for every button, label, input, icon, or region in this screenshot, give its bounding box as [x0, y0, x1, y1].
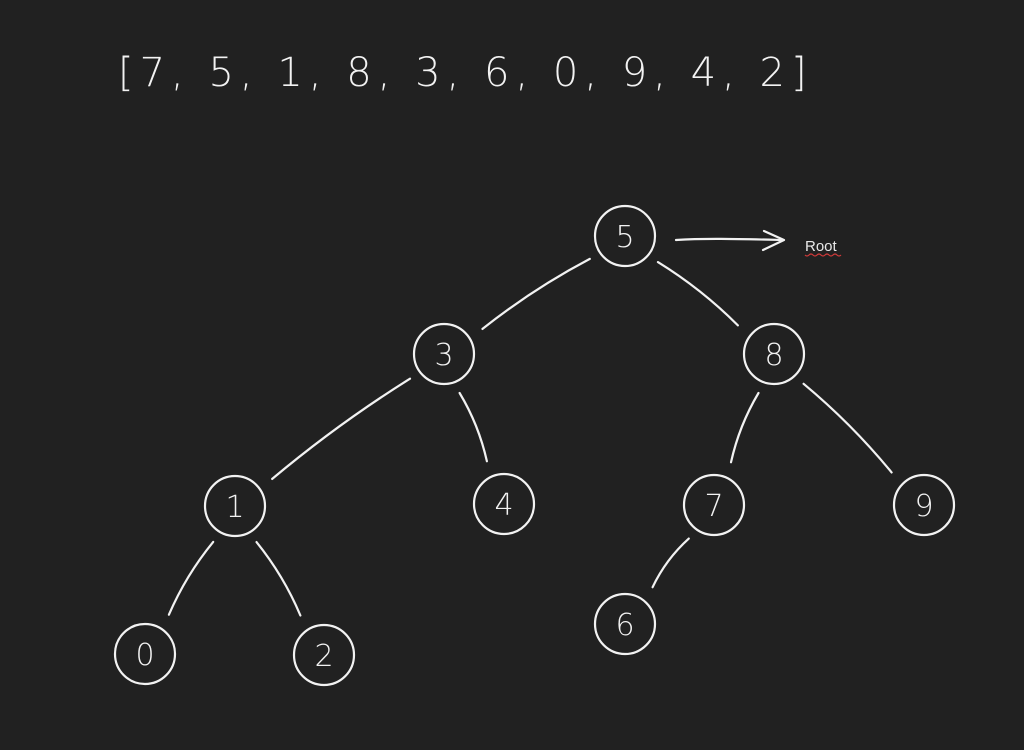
edge-n8-n9: [802, 382, 893, 474]
node-circle: [412, 322, 476, 386]
node-circle: [742, 322, 806, 386]
node-label: 7: [704, 489, 723, 524]
edge-n5-n3: [481, 257, 591, 330]
edge-n7-n6: [651, 537, 690, 589]
tree-node-6: 6: [593, 592, 657, 656]
node-label: 2: [314, 639, 333, 674]
edge-n3-n4: [458, 391, 488, 463]
input-array-text: [7, 5, 1, 8, 3, 6, 0, 9, 4, 2]: [118, 50, 813, 96]
node-circle: [203, 474, 267, 538]
node-circle: [593, 204, 657, 268]
node-circle: [892, 473, 956, 537]
tree-node-9: 9: [892, 473, 956, 537]
node-label: 1: [225, 490, 244, 525]
tree-node-4: 4: [472, 472, 536, 536]
tree-node-5: 5: [593, 204, 657, 268]
node-circle: [472, 472, 536, 536]
node-circle: [113, 622, 177, 686]
node-label: 6: [615, 608, 634, 643]
root-arrow-head: [761, 229, 786, 252]
edge-n1-n0: [167, 540, 215, 616]
edge-n3-n1: [271, 377, 412, 480]
edge-n8-n7: [729, 391, 760, 464]
input-array: [7, 5, 1, 8, 3, 6, 0, 9, 4, 2]: [118, 50, 813, 96]
node-label: 5: [615, 220, 634, 255]
tree-nodes: 5 3 8 1 4 7 9 0 2 6: [113, 204, 956, 687]
node-label: 9: [914, 489, 933, 524]
node-label: 4: [494, 488, 513, 523]
node-circle: [593, 592, 657, 656]
spellcheck-underline: [804, 253, 842, 257]
tree-node-3: 3: [412, 322, 476, 386]
root-annotation: Root: [674, 229, 842, 257]
root-arrow-shaft: [674, 237, 784, 242]
tree-edges: [167, 257, 893, 617]
node-label: 8: [764, 338, 783, 373]
node-circle: [292, 623, 356, 687]
tree-node-0: 0: [113, 622, 177, 686]
edge-n5-n8: [656, 261, 739, 327]
tree-node-2: 2: [292, 623, 356, 687]
node-label: 3: [434, 338, 453, 373]
root-label: Root: [805, 238, 838, 255]
node-label: 0: [135, 638, 154, 673]
node-circle: [682, 473, 746, 537]
tree-node-7: 7: [682, 473, 746, 537]
tree-node-1: 1: [203, 474, 267, 538]
tree-node-8: 8: [742, 322, 806, 386]
edge-n1-n2: [255, 541, 302, 617]
